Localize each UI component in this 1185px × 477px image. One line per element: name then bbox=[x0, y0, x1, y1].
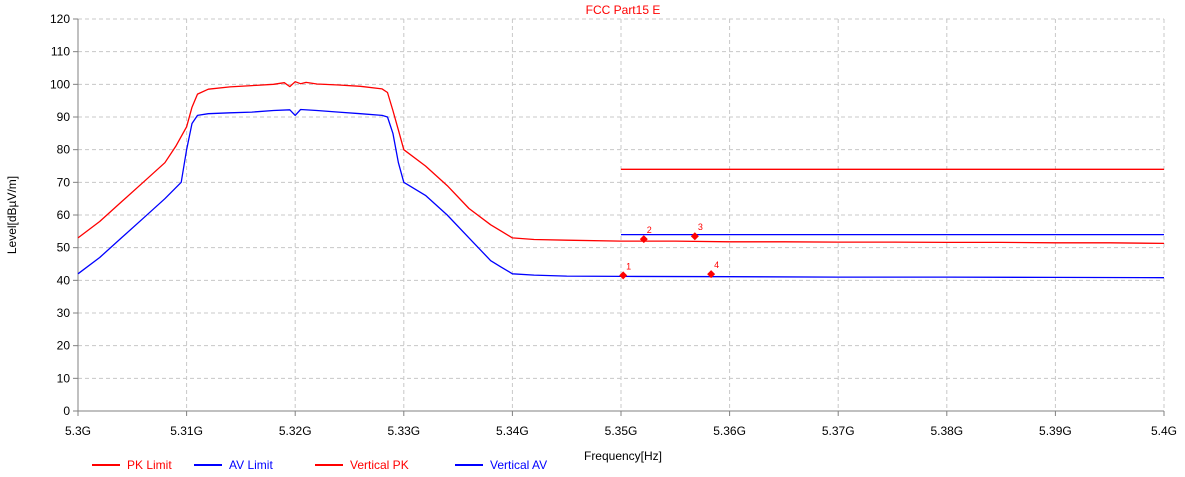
series-vertical-pk bbox=[77, 81, 1165, 245]
x-tick-label: 5.34G bbox=[496, 424, 529, 438]
y-tick-label: 20 bbox=[57, 339, 71, 353]
grid bbox=[77, 18, 1165, 412]
y-tick-label: 110 bbox=[51, 45, 70, 59]
x-tick-label: 5.39G bbox=[1039, 424, 1072, 438]
legend: PK Limit AV Limit Vertical PK Vertical AV bbox=[92, 458, 547, 472]
x-tick-label: 5.36G bbox=[713, 424, 746, 438]
x-tick-label: 5.32G bbox=[279, 424, 312, 438]
marker-label-2: 2 bbox=[647, 225, 652, 235]
marker-4 bbox=[707, 270, 716, 279]
chart-title: FCC Part15 E bbox=[586, 3, 661, 17]
x-tick-label: 5.38G bbox=[930, 424, 963, 438]
y-tick-label: 100 bbox=[50, 77, 70, 91]
y-tick-label: 90 bbox=[57, 110, 71, 124]
marker-1 bbox=[619, 271, 628, 280]
y-tick-label: 60 bbox=[57, 208, 71, 222]
x-tick-label: 5.33G bbox=[387, 424, 420, 438]
y-axis-label: Level[dBµV/m] bbox=[5, 176, 19, 254]
y-tick-label: 0 bbox=[63, 404, 70, 418]
y-tick-label: 70 bbox=[57, 175, 71, 189]
x-tick-label: 5.31G bbox=[170, 424, 203, 438]
series-vertical-av bbox=[77, 108, 1165, 279]
x-axis: 5.3G 5.31G 5.32G 5.33G 5.34G 5.35G 5.36G 5.37G 5… bbox=[65, 411, 1177, 438]
y-tick-label: 40 bbox=[57, 273, 71, 287]
series-layer bbox=[77, 81, 1165, 279]
y-axis: 0 10 20 30 40 50 60 70 80 90 100 110 120 bbox=[50, 12, 78, 418]
legend-entry: AV Limit bbox=[229, 458, 273, 472]
marker-label-4: 4 bbox=[714, 260, 719, 270]
x-tick-label: 5.3G bbox=[65, 424, 91, 438]
y-tick-label: 30 bbox=[57, 306, 71, 320]
marker-label-3: 3 bbox=[698, 222, 703, 232]
marker-3 bbox=[690, 232, 699, 241]
x-tick-label: 5.4G bbox=[1151, 424, 1177, 438]
marker-label-1: 1 bbox=[626, 261, 631, 271]
x-tick-label: 5.35G bbox=[605, 424, 638, 438]
x-tick-label: 5.37G bbox=[822, 424, 855, 438]
y-tick-label: 120 bbox=[50, 12, 70, 26]
y-tick-label: 10 bbox=[57, 371, 71, 385]
legend-entry: Vertical PK bbox=[350, 458, 409, 472]
legend-entry: PK Limit bbox=[127, 458, 172, 472]
legend-entry: Vertical AV bbox=[490, 458, 547, 472]
x-axis-label: Frequency[Hz] bbox=[584, 449, 662, 463]
y-tick-label: 50 bbox=[57, 241, 71, 255]
y-tick-label: 80 bbox=[57, 143, 71, 157]
marker-2 bbox=[639, 235, 648, 244]
marker-layer: 1 2 3 4 bbox=[619, 222, 719, 280]
